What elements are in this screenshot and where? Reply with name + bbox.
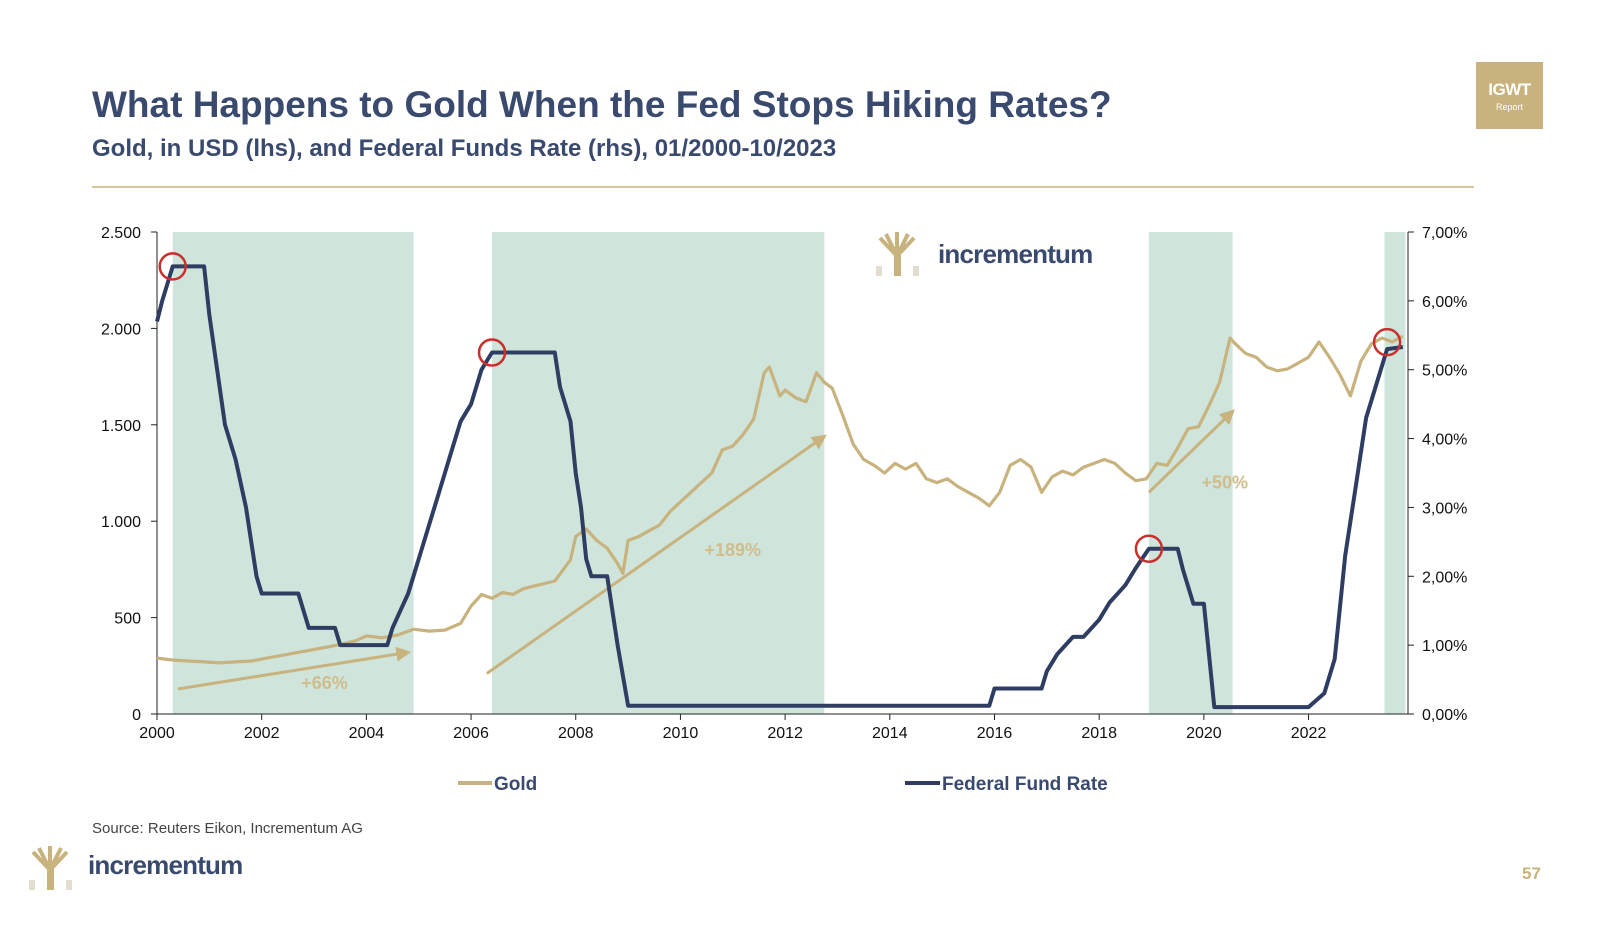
right-tick-label-1: 1,00% xyxy=(1422,638,1467,655)
x-tick-label-2002: 2002 xyxy=(244,725,280,742)
watermark-text: incrementum xyxy=(938,239,1092,269)
legend-label-gold: Gold xyxy=(494,774,537,795)
shaded-period-1 xyxy=(491,232,825,714)
title-divider xyxy=(92,186,1474,188)
right-tick-label-6: 6,00% xyxy=(1422,294,1467,311)
peak-circle-markers xyxy=(158,252,1402,563)
source-note: Source: Reuters Eikon, Incrementum AG xyxy=(92,820,363,837)
chart-legend: Gold Federal Fund Rate xyxy=(458,774,1108,795)
badge-line2: Report xyxy=(1495,102,1523,112)
footer-brand-text: incrementum xyxy=(88,850,243,880)
x-tick-label-2004: 2004 xyxy=(349,725,385,742)
legend-label-fed: Federal Fund Rate xyxy=(942,774,1108,795)
shaded-period-2 xyxy=(1148,232,1233,714)
right-tick-label-7: 7,00% xyxy=(1422,225,1467,242)
page-subtitle: Gold, in USD (lhs), and Federal Funds Ra… xyxy=(92,135,837,162)
chart-axes: 2000 2002 2004 2006 2008 2010 2012 2014 2016 2018… xyxy=(101,225,1467,742)
page-title: What Happens to Gold When the Fed Stops … xyxy=(92,84,1112,125)
right-tick-label-4: 4,00% xyxy=(1422,432,1467,449)
badge-line1: IGWT xyxy=(1488,80,1531,99)
x-tick-label-2006: 2006 xyxy=(453,725,489,742)
series-line-gold xyxy=(156,334,1404,665)
x-tick-label-2014: 2014 xyxy=(872,725,908,742)
x-tick-label-2022: 2022 xyxy=(1291,725,1327,742)
shaded-periods xyxy=(172,232,1406,714)
annotation-label-1: +189% xyxy=(704,540,761,560)
left-tick-label-1: 500 xyxy=(114,611,141,628)
left-tick-label-4: 2.000 xyxy=(101,321,141,338)
tree-logo-icon xyxy=(29,846,72,890)
annotation-label-2: +50% xyxy=(1202,472,1249,492)
left-tick-label-3: 1.500 xyxy=(101,418,141,435)
peak-circle-3 xyxy=(1372,327,1402,357)
right-tick-label-3: 3,00% xyxy=(1422,500,1467,517)
annotation-arrow-0 xyxy=(177,646,412,691)
page-number: 57 xyxy=(1522,864,1541,883)
x-tick-label-2010: 2010 xyxy=(663,725,699,742)
watermark-tree-icon xyxy=(876,232,919,276)
annotation-label-0: +66% xyxy=(301,673,348,693)
left-tick-label-2: 1.000 xyxy=(101,514,141,531)
chart-watermark: incrementum xyxy=(876,232,1093,276)
shaded-period-0 xyxy=(172,232,414,714)
peak-circle-1 xyxy=(477,338,507,367)
shaded-period-3 xyxy=(1384,232,1406,714)
left-tick-label-0: 0 xyxy=(132,707,141,724)
x-tick-label-2018: 2018 xyxy=(1081,725,1117,742)
x-tick-label-2012: 2012 xyxy=(767,725,803,742)
peak-circle-0 xyxy=(158,252,187,281)
annotation-arrow-2 xyxy=(1147,409,1235,494)
right-tick-label-5: 5,00% xyxy=(1422,363,1467,380)
x-tick-label-2008: 2008 xyxy=(558,725,594,742)
igwt-report-badge: IGWT Report xyxy=(1476,62,1543,129)
left-tick-label-5: 2.500 xyxy=(101,225,141,242)
series-line-fed xyxy=(155,264,1404,710)
x-tick-label-2000: 2000 xyxy=(139,725,175,742)
x-tick-label-2020: 2020 xyxy=(1186,725,1222,742)
peak-circle-2 xyxy=(1134,534,1164,563)
x-tick-label-2016: 2016 xyxy=(977,725,1013,742)
right-tick-label-0: 0,00% xyxy=(1422,707,1467,724)
growth-annotations: +66% +189% +50% xyxy=(177,409,1249,693)
right-tick-label-2: 2,00% xyxy=(1422,569,1467,586)
annotation-arrow-1 xyxy=(485,434,827,675)
